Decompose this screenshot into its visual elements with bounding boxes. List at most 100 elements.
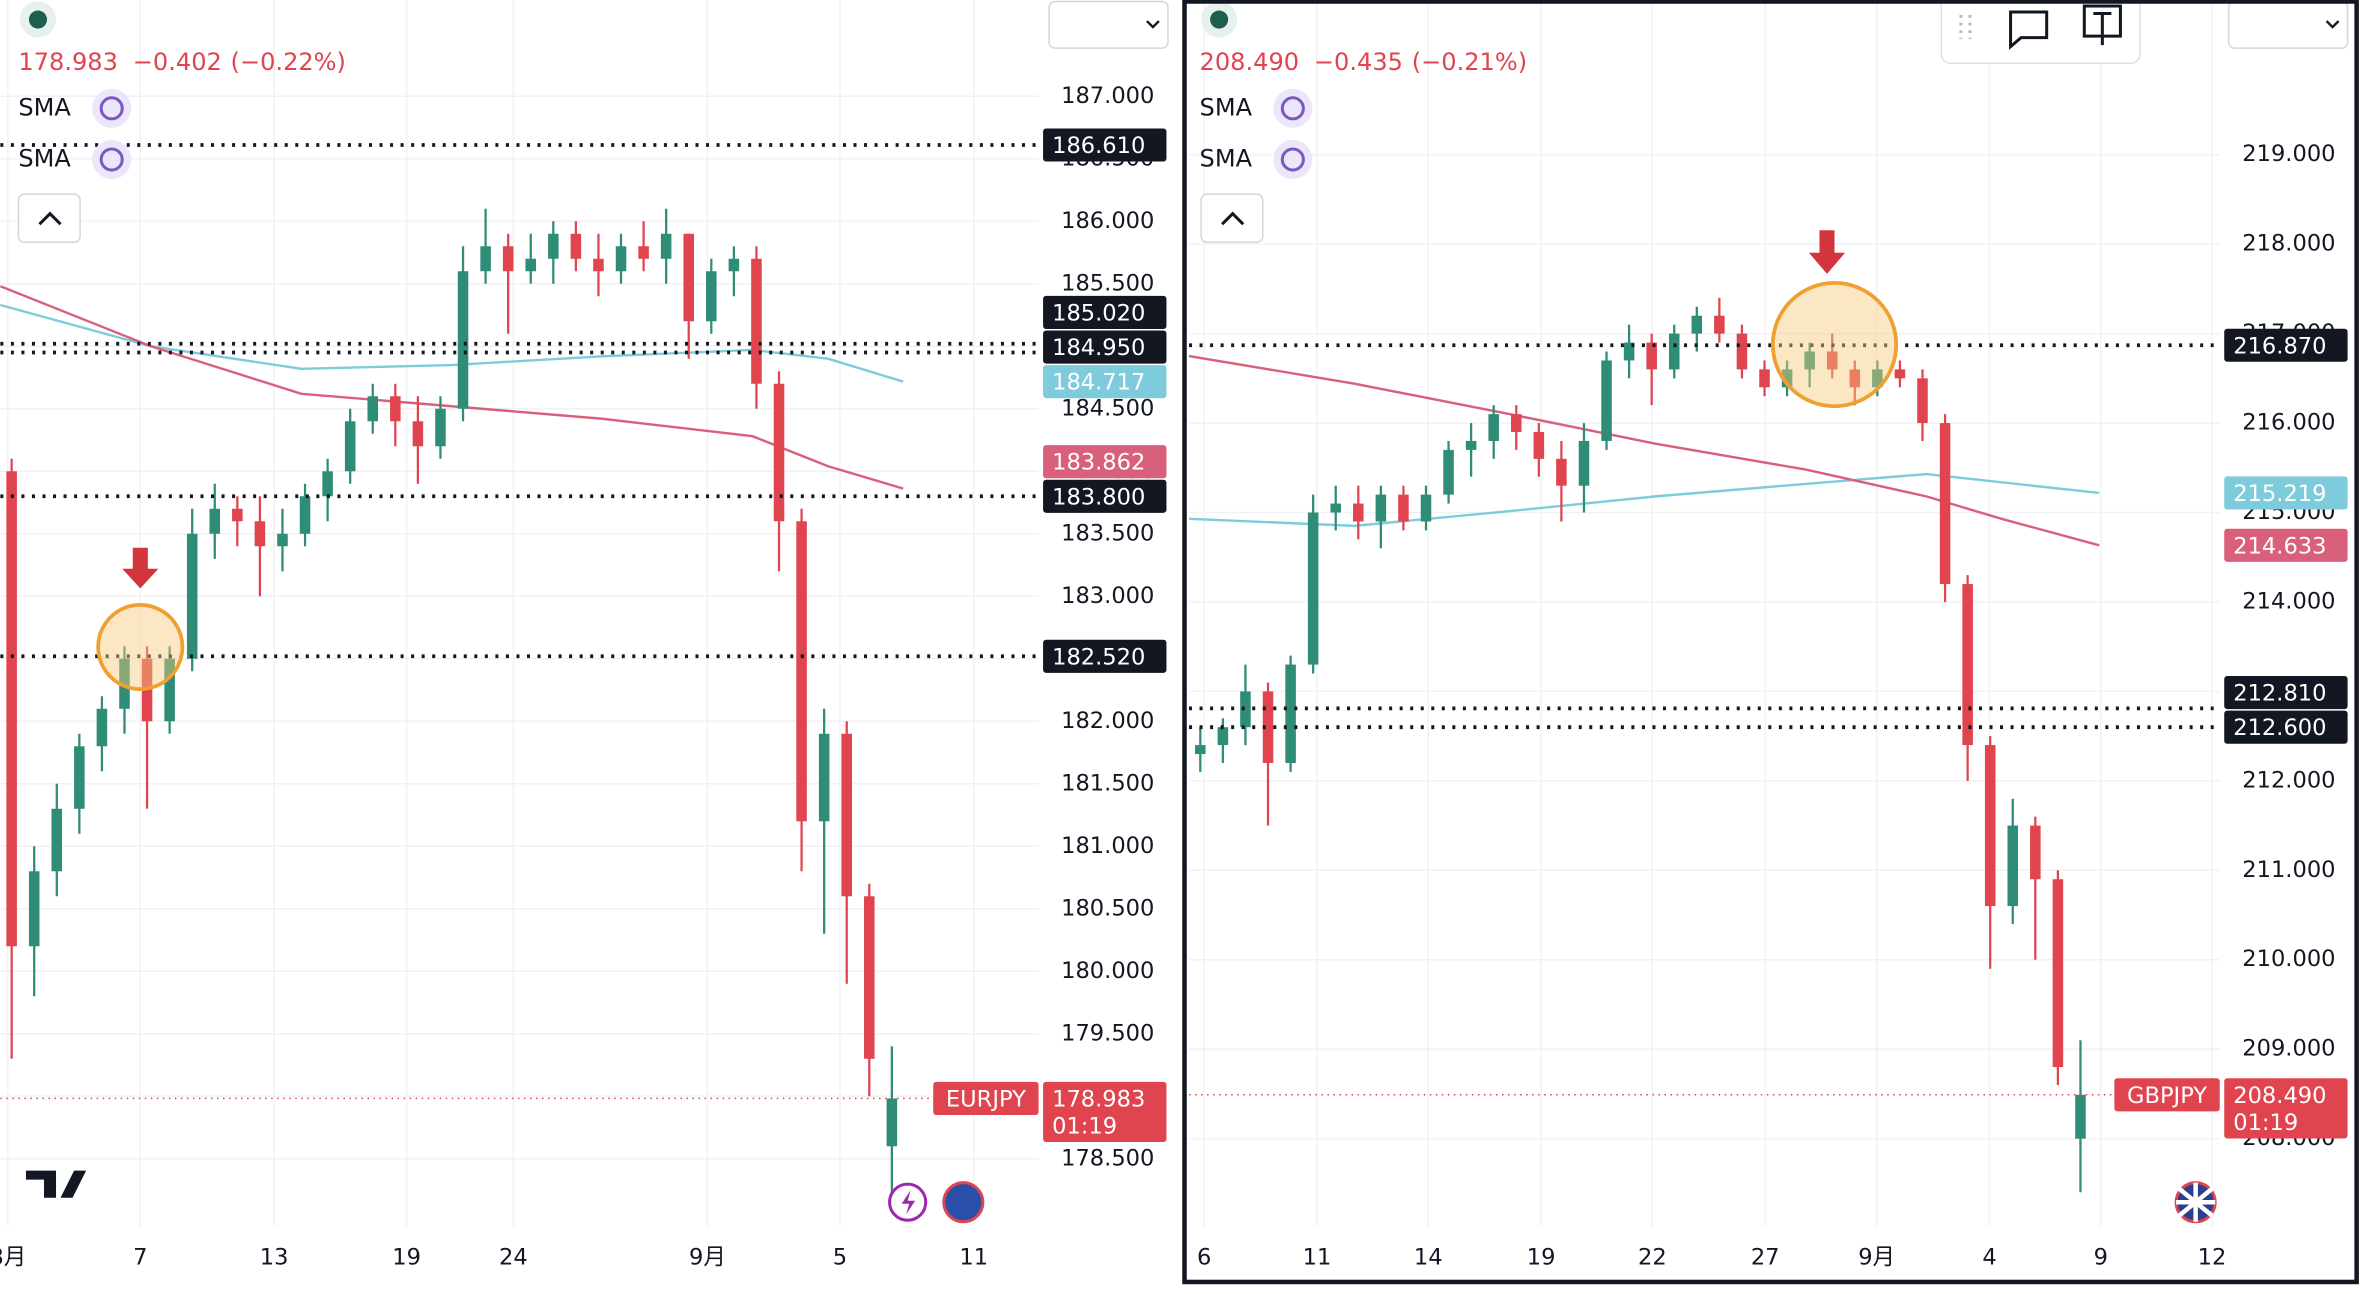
- candle-body: [728, 258, 740, 272]
- last-price-label: 178.983: [1052, 1086, 1145, 1112]
- sma-value-label: 184.717: [1052, 370, 1145, 396]
- candle-body: [638, 246, 649, 259]
- candle-body: [525, 258, 537, 272]
- candle-body: [1849, 369, 1861, 388]
- collapse-button[interactable]: [17, 193, 81, 244]
- y-tick-label: 209.000: [2242, 1036, 2335, 1062]
- y-tick-label: 180.500: [1061, 895, 1154, 921]
- candle-body: [435, 408, 446, 447]
- y-tick-label: 178.500: [1061, 1145, 1154, 1171]
- flag-icon[interactable]: [942, 1181, 985, 1224]
- candle-body: [1691, 315, 1703, 334]
- sma-icon[interactable]: [92, 139, 132, 180]
- candle-body: [186, 533, 198, 659]
- candle-body: [28, 871, 40, 947]
- candle-body: [1962, 584, 1973, 746]
- candle-body: [1601, 360, 1612, 441]
- y-tick-label: 187.000: [1061, 83, 1154, 109]
- header-change: −0.435: [1314, 48, 1403, 76]
- candle-body: [1556, 458, 1567, 486]
- chart-panel: 178.500179.000179.500180.000180.500181.0…: [0, 0, 1167, 1270]
- y-tick-label: 185.500: [1061, 270, 1154, 296]
- y-tick-label: 214.000: [2242, 588, 2335, 614]
- candle-body: [1285, 664, 1296, 763]
- status-dot: [28, 10, 47, 29]
- sma-icon-ring: [99, 147, 124, 172]
- candle-body: [548, 233, 559, 259]
- last-price-box: [1043, 1081, 1167, 1143]
- highlight-circle: [96, 602, 185, 692]
- x-tick-label: 4: [1982, 1244, 1996, 1270]
- candle-body: [1736, 333, 1748, 370]
- indicator-icons[interactable]: [92, 88, 1313, 180]
- currency-select[interactable]: [1048, 0, 1169, 49]
- header-change-pct: (−0.21%): [1412, 48, 1527, 76]
- candle-body: [322, 471, 333, 497]
- candle-body: [1307, 512, 1319, 665]
- flag-cross: [2176, 1182, 2216, 1222]
- y-tick-label: 218.000: [2242, 231, 2335, 257]
- y-tick-label: 182.000: [1061, 708, 1154, 734]
- x-tick-label: 12: [2198, 1244, 2227, 1270]
- candle-body: [1668, 333, 1680, 370]
- candle-body: [1398, 494, 1409, 522]
- legend-label: SMA: [18, 144, 71, 172]
- x-tick-label: 9月: [1858, 1244, 1895, 1270]
- candle-body: [344, 421, 356, 472]
- collapse-button[interactable]: [1200, 193, 1264, 244]
- x-tick-label: 13: [260, 1244, 289, 1270]
- y-tick-label: 183.500: [1061, 520, 1154, 546]
- y-tick-label: 186.000: [1061, 208, 1154, 234]
- y-tick-label: 179.500: [1061, 1020, 1154, 1046]
- y-tick-label: 219.000: [2242, 141, 2335, 167]
- candle-body: [367, 396, 379, 422]
- level-label: 185.020: [1052, 300, 1145, 326]
- sma-value-label-box: [2224, 528, 2348, 562]
- candle-body: [1195, 745, 1206, 755]
- candle-body: [570, 233, 582, 259]
- candle-body: [1443, 449, 1454, 495]
- x-tick-label: 9月: [689, 1244, 726, 1270]
- candle-body: [2030, 825, 2041, 880]
- symbol-box: [2114, 1078, 2220, 1112]
- candle-body: [841, 733, 852, 897]
- sma-value-label-box: [1043, 445, 1167, 479]
- level-label: 212.600: [2233, 715, 2326, 741]
- level-label-box: [1043, 295, 1167, 329]
- sma-value-label: 215.219: [2233, 481, 2326, 507]
- sma-icon[interactable]: [1273, 88, 1313, 128]
- sma-icon[interactable]: [92, 88, 132, 128]
- candle-body: [1578, 440, 1590, 486]
- candle-body: [1353, 503, 1364, 522]
- x-tick-label: 9: [2094, 1244, 2108, 1270]
- candle-body: [593, 258, 604, 272]
- sma-line: [1188, 354, 2100, 547]
- candle-body: [1465, 440, 1477, 450]
- header-change: −0.402: [133, 48, 222, 76]
- comment-tool[interactable]: [2009, 10, 2049, 50]
- candle-body: [74, 746, 85, 809]
- sma-value-label-box: [1043, 365, 1167, 399]
- sma-value-label-box: [2224, 476, 2348, 510]
- header-price: 208.490: [1200, 48, 1300, 76]
- candle-body: [1826, 351, 1838, 370]
- chevron: [38, 211, 62, 226]
- sma-icon[interactable]: [1273, 139, 1313, 180]
- last-price-box: [2224, 1078, 2348, 1139]
- candle-body: [818, 733, 830, 822]
- candle-body: [119, 658, 130, 709]
- candle-body: [773, 383, 785, 522]
- sma-line: [0, 303, 904, 383]
- countdown-label: 01:19: [2233, 1110, 2298, 1136]
- y-tick-label: 180.000: [1061, 958, 1154, 984]
- select-caret: [2325, 20, 2340, 29]
- level-label-box: [2224, 328, 2348, 362]
- level-label: 186.610: [1052, 133, 1145, 159]
- level-label-box: [1043, 639, 1167, 673]
- x-tick-label: 6: [1197, 1244, 1211, 1270]
- candle-body: [1262, 691, 1274, 763]
- candle-body: [751, 258, 762, 384]
- level-label: 212.810: [2233, 681, 2326, 707]
- event-glyph: [901, 1190, 916, 1215]
